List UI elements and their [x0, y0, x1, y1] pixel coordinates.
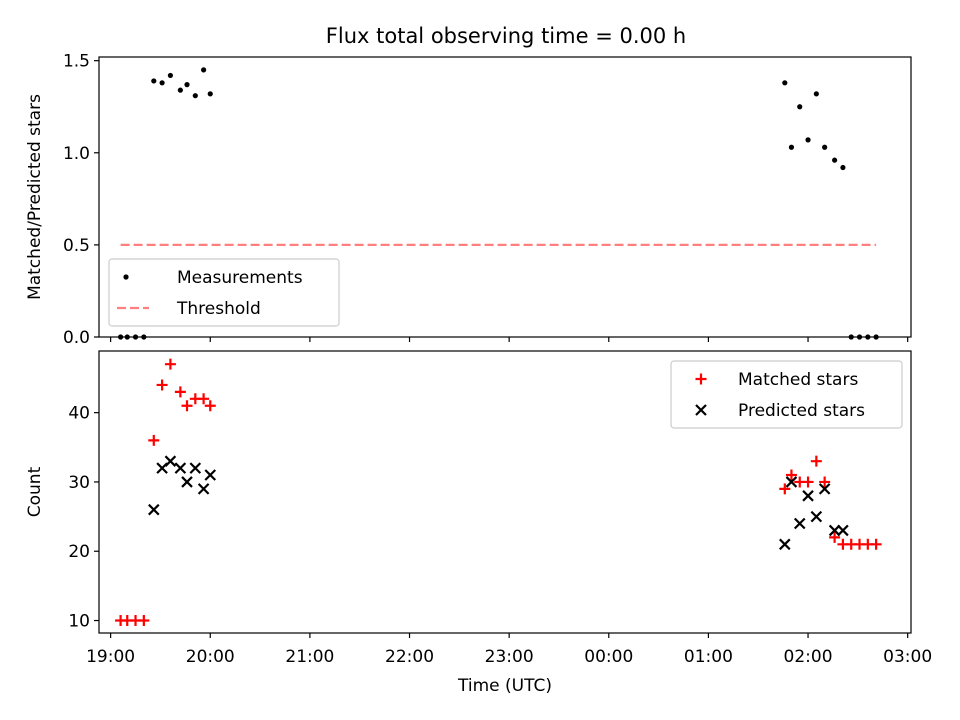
predicted-star-point — [148, 503, 160, 516]
y-tick-label: 1.5 — [63, 52, 90, 72]
legend-predicted-handle — [695, 404, 707, 416]
matched-star-point — [819, 476, 831, 488]
legend-label: Matched stars — [738, 370, 858, 390]
y-tick-label: 40 — [68, 404, 90, 424]
legend-measurement-handle — [123, 274, 129, 280]
measurement-point — [184, 82, 190, 88]
x-tick-label: 03:00 — [883, 647, 932, 667]
predicted-star-point — [779, 538, 791, 551]
measurement-point — [805, 137, 811, 143]
y-tick-label: 0.5 — [63, 236, 90, 256]
measurement-point — [167, 72, 174, 79]
legend: Measurements Threshold — [108, 258, 340, 327]
y-axis-label: Matched/Predicted stars — [25, 94, 45, 300]
measurement-point — [813, 91, 819, 97]
matched-star-point — [181, 400, 193, 412]
x-tick-label: 23:00 — [485, 647, 534, 667]
matched-star-point — [870, 538, 882, 550]
matched-star-point — [198, 393, 210, 405]
measurement-point — [797, 104, 803, 110]
y-tick-label: 10 — [68, 612, 90, 632]
measurement-point — [192, 93, 198, 99]
matched-star-point — [785, 469, 797, 481]
matched-star-point — [138, 615, 150, 627]
legend-box — [670, 360, 903, 429]
matched-star-point — [810, 455, 822, 467]
predicted-star-point — [837, 524, 849, 537]
chart-title: Flux total observing time = 0.00 h — [326, 24, 686, 48]
y-axis-label: Count — [25, 466, 45, 517]
predicted-star-point — [204, 469, 217, 481]
measurement-point — [207, 91, 213, 97]
predicted-star-point — [189, 462, 202, 474]
predicted-star-point — [802, 490, 814, 502]
matched-star-point — [156, 379, 168, 391]
measurement-point — [782, 80, 788, 86]
matched-star-point — [148, 434, 160, 446]
x-tick-label: 01:00 — [684, 647, 733, 667]
predicted-star-point — [793, 517, 806, 530]
x-tick-label: 02:00 — [784, 647, 833, 667]
matched-star-point — [802, 476, 814, 488]
axes-frame — [98, 350, 912, 634]
legend-matched-handle — [695, 373, 707, 385]
x-axis-label: Time (UTC) — [457, 676, 552, 696]
measurement-point — [822, 144, 828, 150]
measurement-point — [832, 157, 838, 163]
predicted-star-point — [174, 462, 187, 474]
ratio-panel: 0.0 0.5 1.0 1.5 Matched/Predicted stars Measu… — [25, 52, 912, 348]
matched-star-point — [829, 531, 841, 543]
matched-star-point — [779, 483, 791, 495]
legend-box — [108, 258, 340, 327]
predicted-star-point — [828, 524, 841, 537]
legend-label: Threshold — [176, 299, 261, 319]
measurement-point — [159, 80, 165, 86]
y-tick-label: 0.0 — [63, 328, 90, 348]
x-tick-label: 20:00 — [186, 647, 235, 667]
measurement-point — [201, 67, 207, 73]
legend-label: Predicted stars — [738, 401, 865, 421]
matched-star-point — [164, 358, 176, 370]
x-tick-label: 19:00 — [86, 647, 135, 667]
predicted-star-point — [197, 483, 210, 495]
predicted-star-point — [181, 476, 193, 488]
y-tick-label: 1.0 — [63, 144, 90, 164]
x-tick-label: 21:00 — [285, 647, 334, 667]
predicted-star-point — [818, 483, 831, 495]
x-tick-label: 22:00 — [385, 647, 434, 667]
count-panel: 10 20 30 40 19:00 20:00 21:00 22:00 23:00 00:00 01… — [25, 350, 932, 696]
measurement-point — [151, 78, 157, 84]
matched-star-point — [174, 386, 186, 398]
legend-label: Measurements — [177, 268, 303, 288]
matched-star-point — [204, 400, 216, 412]
predicted-star-point — [785, 476, 798, 488]
x-tick-label: 00:00 — [584, 647, 633, 667]
legend: Matched stars Predicted stars — [670, 360, 903, 429]
predicted-star-point — [810, 510, 823, 523]
measurement-point — [177, 87, 183, 93]
y-tick-label: 30 — [68, 473, 90, 493]
measurement-point — [840, 164, 846, 171]
axes-frame — [98, 56, 912, 338]
y-tick-label: 20 — [68, 542, 90, 562]
predicted-star-point — [164, 455, 177, 467]
measurement-point — [788, 144, 795, 150]
